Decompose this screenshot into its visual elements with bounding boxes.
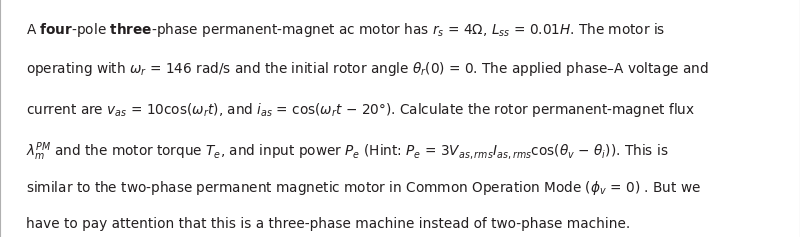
Text: $\lambda_m^{PM}$ and the motor torque $T_e$, and input power $P_e$ (Hint: $P_e$ : $\lambda_m^{PM}$ and the motor torque $T… xyxy=(26,140,668,163)
Text: current are $v_{as}$ = 10cos($\omega_r t$), and $i_{as}$ = cos($\omega_r t$ − 20: current are $v_{as}$ = 10cos($\omega_r t… xyxy=(26,101,694,119)
Text: A $\mathbf{four}$-pole $\mathbf{three}$-phase permanent-magnet ac motor has $r_s: A $\mathbf{four}$-pole $\mathbf{three}$-… xyxy=(26,21,665,39)
Text: have to pay attention that this is a three-phase machine instead of two-phase ma: have to pay attention that this is a thr… xyxy=(26,217,630,231)
Text: operating with $\omega_r$ = 146 rad/s and the initial rotor angle $\theta_r(0)$ : operating with $\omega_r$ = 146 rad/s an… xyxy=(26,60,709,78)
Text: similar to the two-phase permanent magnetic motor in Common Operation Mode ($\ph: similar to the two-phase permanent magne… xyxy=(26,179,701,197)
